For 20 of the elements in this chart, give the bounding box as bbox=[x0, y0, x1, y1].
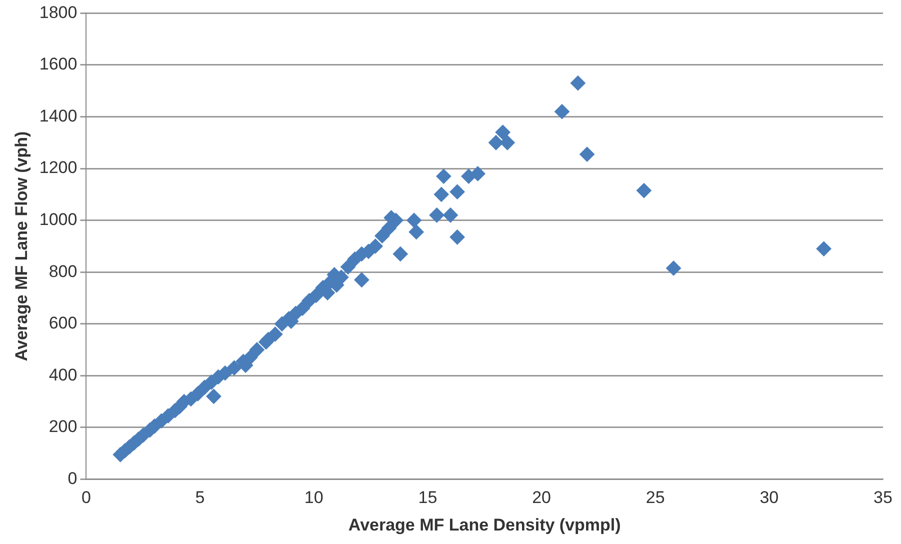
x-tick-label: 10 bbox=[304, 488, 324, 508]
y-tick-label: 1600 bbox=[39, 54, 78, 74]
x-tick-label: 5 bbox=[195, 488, 205, 508]
y-axis-title: Average MF Lane Flow (vph) bbox=[12, 131, 31, 362]
x-tick-label: 20 bbox=[532, 488, 551, 508]
y-tick-label: 800 bbox=[48, 262, 78, 281]
x-tick-label: 30 bbox=[760, 488, 779, 508]
y-tick-label: 1800 bbox=[39, 2, 78, 22]
y-tick-label: 200 bbox=[48, 417, 78, 436]
y-tick-label: 1000 bbox=[39, 210, 78, 229]
y-tick-label: 400 bbox=[48, 365, 78, 384]
y-tick-label: 1400 bbox=[39, 106, 78, 126]
y-tick-label: 1200 bbox=[39, 158, 78, 178]
x-tick-label: 35 bbox=[874, 488, 892, 508]
x-tick-label: 0 bbox=[81, 488, 91, 508]
x-tick-label: 15 bbox=[418, 488, 438, 508]
y-tick-label: 600 bbox=[48, 314, 78, 333]
x-tick-label: 25 bbox=[646, 488, 665, 508]
x-axis-title: Average MF Lane Density (vpmpl) bbox=[348, 515, 621, 534]
y-tick-label: 0 bbox=[68, 468, 78, 488]
